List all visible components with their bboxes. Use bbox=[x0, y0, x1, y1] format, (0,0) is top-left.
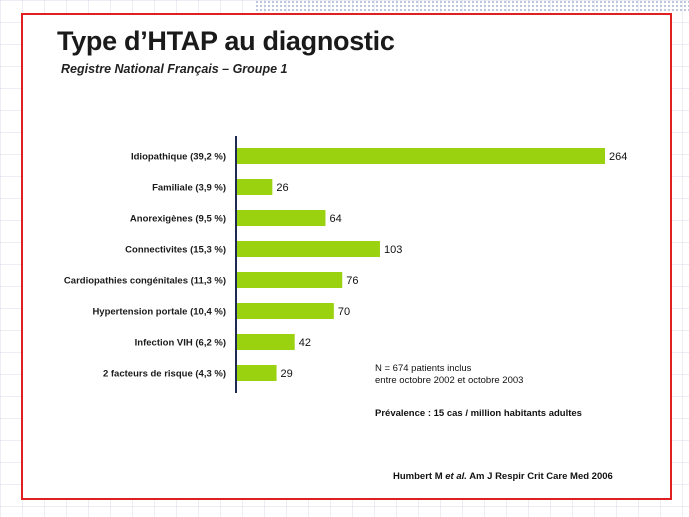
citation-authors: Humbert M bbox=[393, 471, 446, 482]
bar bbox=[236, 334, 295, 350]
sample-size-note: N = 674 patients inclus bbox=[375, 363, 472, 374]
bar bbox=[236, 365, 277, 381]
slide-frame: Type d’HTAP au diagnostic Registre Natio… bbox=[21, 13, 672, 500]
period-note: entre octobre 2002 et octobre 2003 bbox=[375, 375, 524, 386]
bar bbox=[236, 272, 343, 288]
category-label: 2 facteurs de risque (4,3 %) bbox=[103, 369, 226, 380]
value-label: 42 bbox=[299, 337, 311, 349]
value-label: 76 bbox=[346, 275, 358, 287]
value-label: 26 bbox=[276, 182, 288, 194]
bar bbox=[236, 210, 326, 226]
category-label: Hypertension portale (10,4 %) bbox=[92, 307, 226, 318]
category-label: Infection VIH (6,2 %) bbox=[135, 338, 226, 349]
value-label: 64 bbox=[329, 213, 341, 225]
category-label: Cardiopathies congénitales (11,3 %) bbox=[64, 276, 226, 287]
bar bbox=[236, 148, 605, 164]
bar bbox=[236, 241, 380, 257]
bar bbox=[236, 303, 334, 319]
slide-title: Type d’HTAP au diagnostic bbox=[57, 26, 395, 56]
value-label: 103 bbox=[384, 244, 402, 256]
value-label: 29 bbox=[281, 368, 293, 380]
category-label: Familiale (3,9 %) bbox=[152, 183, 226, 194]
category-label: Idiopathique (39,2 %) bbox=[131, 152, 226, 163]
slide-subtitle: Registre National Français – Groupe 1 bbox=[61, 62, 288, 76]
category-label: Anorexigènes (9,5 %) bbox=[130, 214, 226, 225]
value-label: 264 bbox=[609, 151, 627, 163]
prevalence-note: Prévalence : 15 cas / million habitants … bbox=[375, 408, 582, 419]
corner-pattern bbox=[255, 0, 689, 12]
value-label: 70 bbox=[338, 306, 350, 318]
bar-chart: Idiopathique (39,2 %) 264 Familiale (3,9 %… bbox=[64, 136, 627, 393]
citation: Humbert M et al. Am J Respir Crit Care M… bbox=[393, 471, 613, 482]
citation-source: Am J Respir Crit Care Med 2006 bbox=[466, 471, 613, 482]
citation-etal: et al. bbox=[445, 471, 467, 482]
category-label: Connectivites (15,3 %) bbox=[125, 245, 226, 256]
bar bbox=[236, 179, 273, 195]
